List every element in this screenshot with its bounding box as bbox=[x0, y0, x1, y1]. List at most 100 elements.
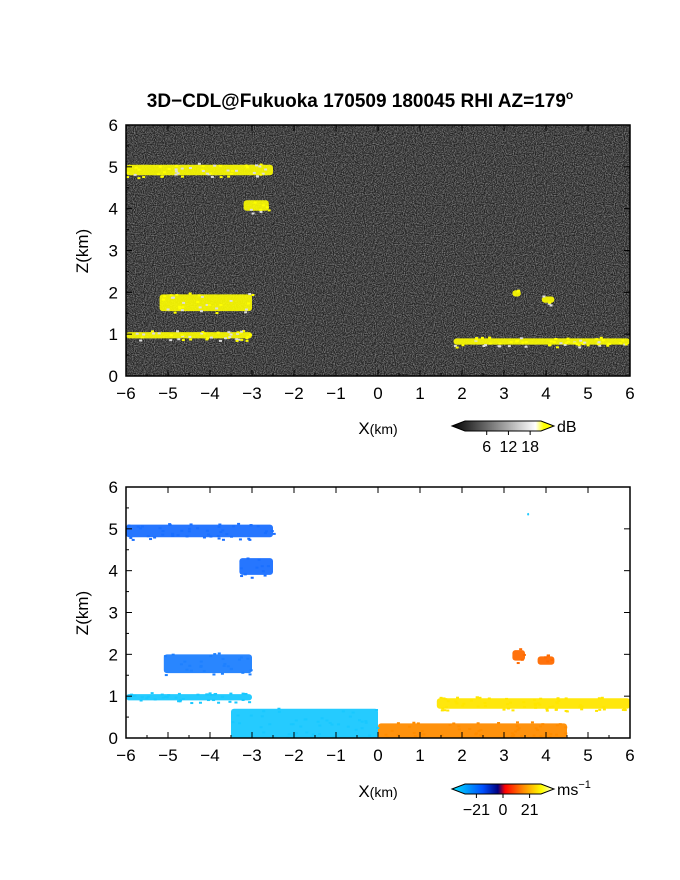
velocity-x-tick-label: 4 bbox=[541, 746, 550, 765]
backscatter-y-tick-label: 5 bbox=[109, 158, 118, 177]
backscatter-echo-pixel bbox=[484, 344, 488, 347]
backscatter-echo-pixel bbox=[235, 338, 239, 341]
backscatter-echo-pixel bbox=[201, 165, 205, 168]
velocity-echo-pixel bbox=[602, 708, 606, 711]
velocity-echo-pixel bbox=[205, 529, 209, 532]
backscatter-echo-pixel bbox=[174, 173, 178, 176]
backscatter-echo-pixel bbox=[213, 164, 217, 167]
velocity-echo-pixel bbox=[140, 696, 144, 699]
velocity-echo-body bbox=[163, 654, 252, 674]
velocity-echo-pixel bbox=[188, 527, 192, 530]
velocity-echo-pixel bbox=[243, 573, 247, 576]
velocity-echo-pixel bbox=[237, 658, 241, 661]
backscatter-echo-pixel bbox=[521, 341, 525, 344]
velocity-echo-pixel bbox=[416, 722, 420, 725]
backscatter-echo-pixel bbox=[177, 338, 181, 341]
backscatter-echo-pixel bbox=[156, 173, 160, 176]
backscatter-echo-pixel bbox=[176, 172, 180, 175]
backscatter-x-tick-label: −4 bbox=[200, 384, 219, 403]
velocity-echo-pixel bbox=[129, 536, 133, 539]
velocity-echo-pixel bbox=[272, 532, 276, 535]
velocity-echo-pixel bbox=[239, 567, 243, 570]
velocity-echo-pixel bbox=[230, 535, 234, 538]
velocity-x-tick-label: 6 bbox=[625, 746, 634, 765]
velocity-echo-pixel bbox=[241, 692, 245, 695]
backscatter-echo-pixel bbox=[514, 340, 518, 343]
backscatter-y-tick-label: 4 bbox=[109, 200, 118, 219]
velocity-echo-pixel bbox=[512, 733, 516, 736]
velocity-echo-pixel bbox=[441, 707, 445, 710]
velocity-echo-pixel bbox=[597, 697, 601, 700]
velocity-echo-pixel bbox=[515, 725, 519, 728]
backscatter-echo-pixel bbox=[167, 168, 171, 171]
backscatter-echo-pixel bbox=[507, 345, 511, 348]
velocity-echo-pixel bbox=[168, 523, 172, 526]
velocity-echo-pixel bbox=[217, 701, 221, 704]
backscatter-x-tick-label: 4 bbox=[541, 384, 550, 403]
velocity-echo-pixel bbox=[161, 696, 165, 699]
backscatter-echo-pixel bbox=[509, 341, 513, 344]
backscatter-echo-pixel bbox=[174, 168, 178, 171]
backscatter-echo-pixel bbox=[215, 312, 219, 315]
velocity-echo-pixel bbox=[364, 721, 368, 724]
velocity-echo-pixel bbox=[149, 538, 153, 541]
velocity-echo-pixel bbox=[476, 705, 480, 708]
velocity-echo-pixel bbox=[517, 727, 521, 730]
velocity-echo-pixel bbox=[420, 729, 424, 732]
backscatter-echo-pixel bbox=[207, 304, 211, 307]
velocity-echo-pixel bbox=[554, 708, 558, 711]
backscatter-echo-pixel bbox=[236, 331, 240, 334]
backscatter-echo-pixel bbox=[519, 337, 523, 340]
backscatter-echo-body bbox=[126, 332, 252, 339]
backscatter-echo-pixel bbox=[166, 308, 170, 311]
velocity-echo-pixel bbox=[249, 669, 253, 672]
backscatter-echo-pixel bbox=[180, 175, 184, 178]
velocity-colorbar-tick-label: −21 bbox=[463, 802, 490, 819]
backscatter-echo-pixel bbox=[575, 343, 579, 346]
velocity-echo-pixel bbox=[318, 724, 322, 727]
velocity-echo-pixel bbox=[564, 726, 568, 729]
velocity-y-axis-label: Z(km) bbox=[73, 591, 92, 635]
backscatter-echo-pixel bbox=[259, 208, 263, 211]
velocity-echo-pixel bbox=[221, 695, 225, 698]
backscatter-x-axis-label: X(km) bbox=[358, 419, 397, 438]
backscatter-echo-pixel bbox=[197, 162, 201, 165]
velocity-echo-pixel bbox=[330, 723, 334, 726]
backscatter-echo-feature bbox=[159, 292, 255, 315]
backscatter-echo-pixel bbox=[240, 338, 244, 341]
backscatter-echo-pixel bbox=[559, 342, 563, 345]
velocity-x-tick-label: −2 bbox=[284, 746, 303, 765]
velocity-echo-pixel bbox=[346, 725, 350, 728]
velocity-echo-pixel bbox=[461, 704, 465, 707]
backscatter-echo-pixel bbox=[581, 341, 585, 344]
velocity-echo-pixel bbox=[217, 652, 221, 655]
velocity-echo-feature bbox=[163, 652, 253, 677]
backscatter-colorbar-tick-label: 18 bbox=[521, 439, 539, 456]
backscatter-echo-pixel bbox=[461, 344, 465, 347]
backscatter-echo-pixel bbox=[181, 339, 185, 342]
velocity-echo-pixel bbox=[209, 655, 213, 658]
velocity-echo-pixel bbox=[536, 729, 540, 732]
velocity-echo-pixel bbox=[549, 733, 553, 736]
backscatter-x-tick-label: −1 bbox=[326, 384, 345, 403]
backscatter-x-tick-label: 6 bbox=[625, 384, 634, 403]
velocity-echo-pixel bbox=[198, 701, 202, 704]
backscatter-echo-pixel bbox=[244, 164, 248, 167]
velocity-echo-pixel bbox=[354, 728, 358, 731]
velocity-echo-pixel bbox=[255, 566, 259, 569]
velocity-x-tick-label: 2 bbox=[457, 746, 466, 765]
velocity-echo-pixel bbox=[294, 719, 298, 722]
backscatter-echo-pixel bbox=[248, 292, 252, 295]
backscatter-echo-body bbox=[243, 200, 269, 211]
velocity-echo-pixel bbox=[444, 706, 448, 709]
backscatter-echo-pixel bbox=[248, 333, 252, 336]
backscatter-echo-pixel bbox=[152, 332, 156, 335]
velocity-echo-pixel bbox=[212, 673, 216, 676]
velocity-echo-pixel bbox=[454, 700, 458, 703]
velocity-echo-pixel bbox=[256, 525, 260, 528]
backscatter-echo-pixel bbox=[175, 294, 179, 297]
velocity-echo-pixel bbox=[538, 703, 542, 706]
velocity-echo-pixel bbox=[440, 709, 444, 712]
velocity-echo-pixel bbox=[291, 723, 295, 726]
velocity-echo-feature bbox=[537, 654, 555, 665]
